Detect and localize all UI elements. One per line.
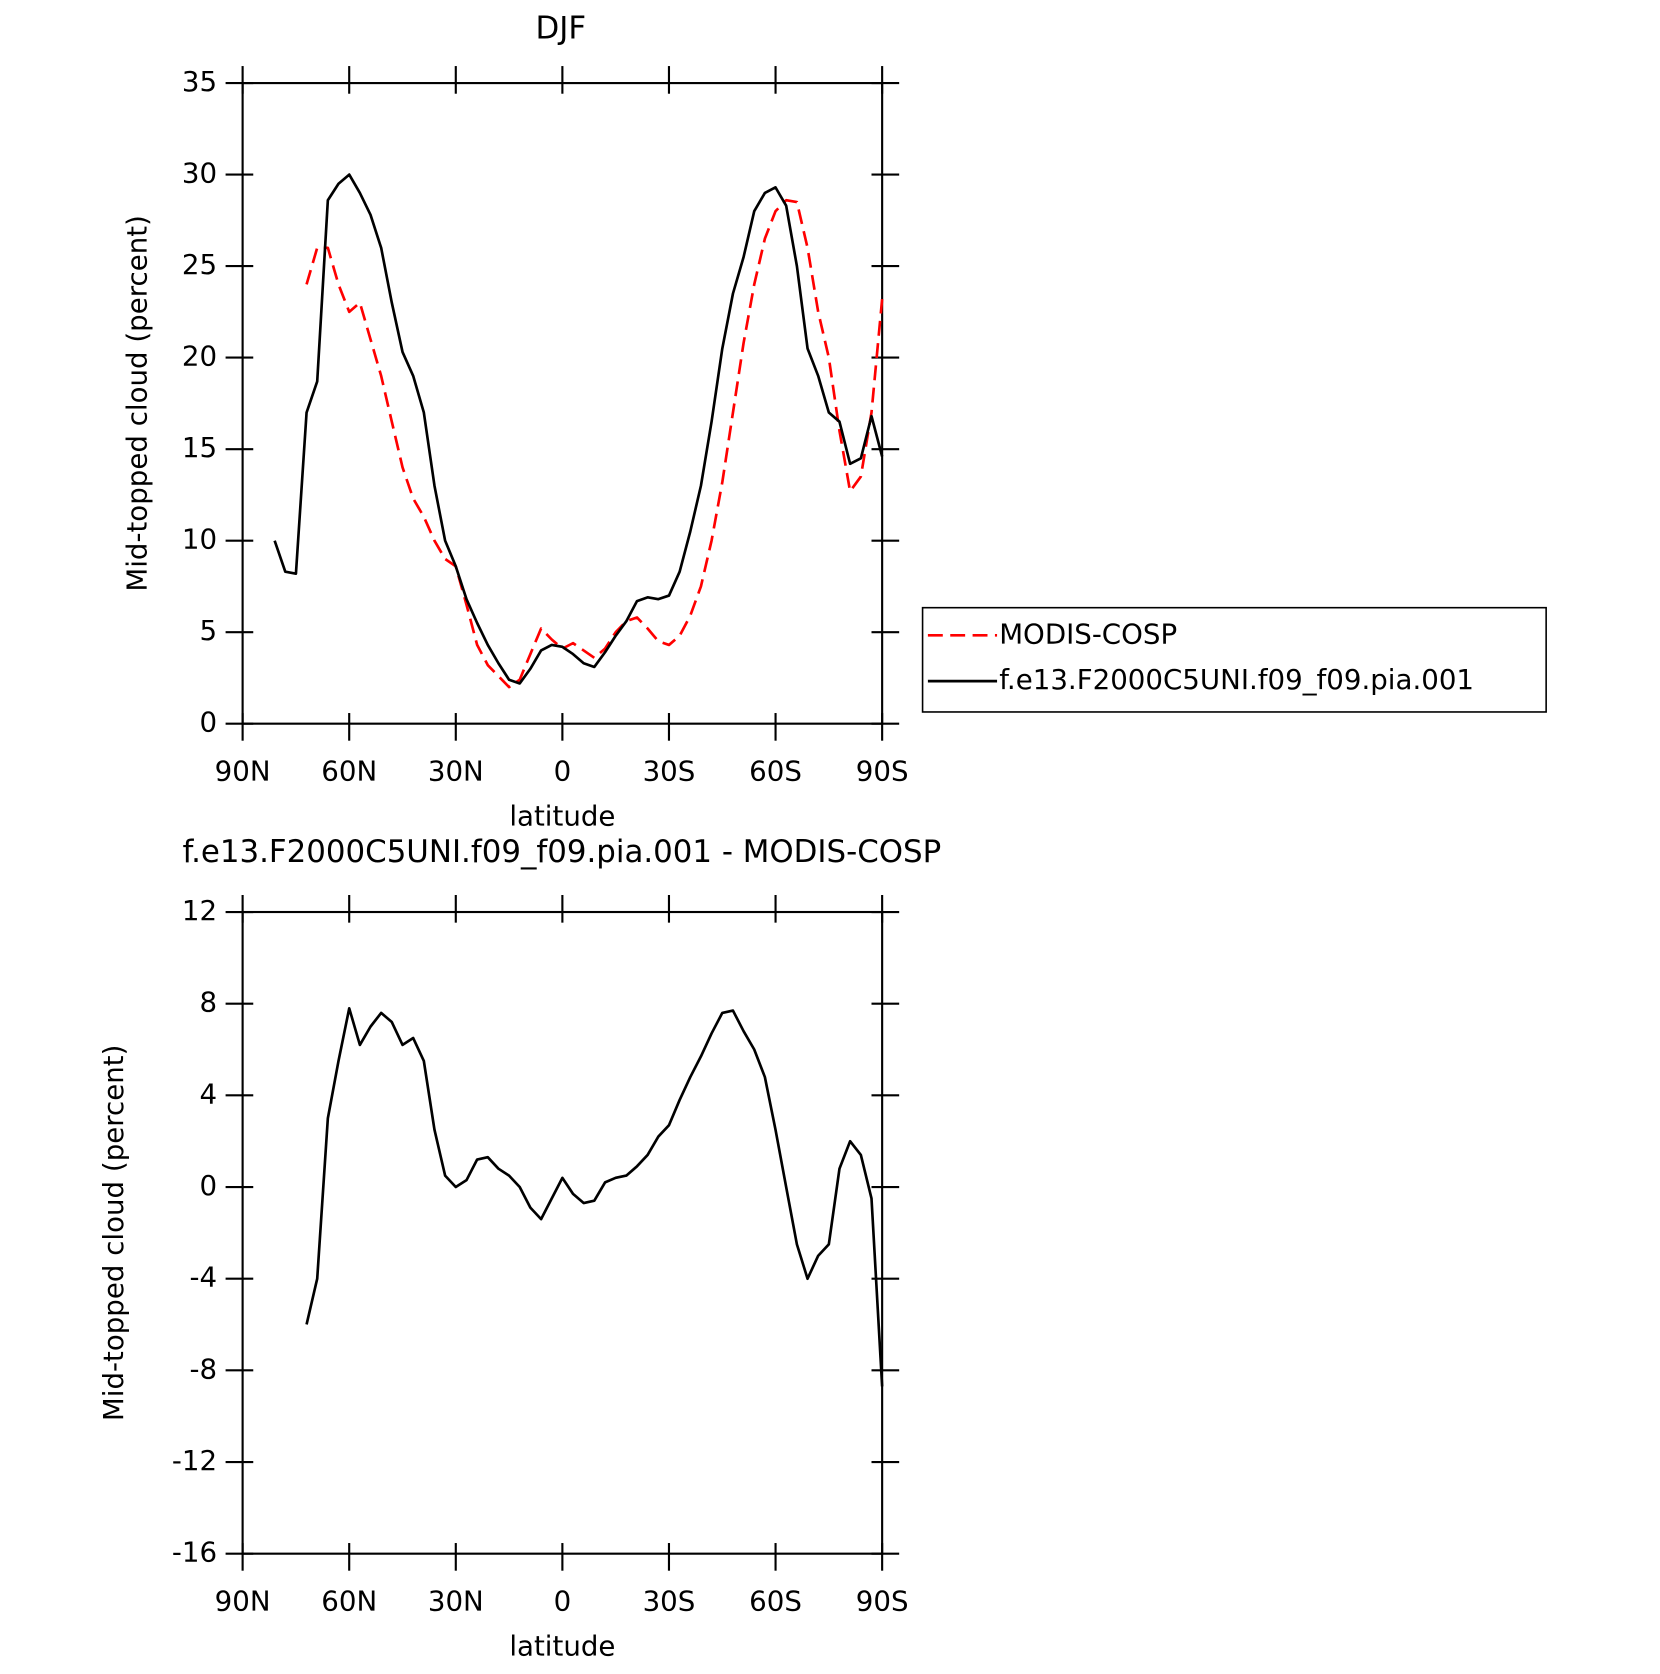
- y-tick-label: 30: [182, 157, 217, 190]
- x-tick-label: 30S: [643, 1585, 696, 1618]
- x-axis-label: latitude: [509, 1629, 615, 1662]
- y-tick-label: 25: [182, 248, 217, 281]
- y-tick-label: -16: [172, 1536, 217, 1569]
- chart-title: DJF: [535, 10, 586, 46]
- legend-box: [921, 606, 1547, 713]
- y-tick-label: 35: [182, 65, 217, 98]
- y-tick-label: 0: [199, 1169, 217, 1202]
- data-line: [305, 1006, 884, 1387]
- x-tick-label: 60S: [749, 1585, 802, 1618]
- y-tick-label: -8: [189, 1352, 217, 1385]
- y-tick-label: 0: [199, 706, 217, 739]
- x-tick-label: 30S: [643, 755, 696, 788]
- y-tick-label: -12: [172, 1444, 217, 1477]
- x-tick-label: 60N: [321, 755, 377, 788]
- y-tick-label: 15: [182, 431, 217, 464]
- x-tick-label: 90S: [856, 755, 909, 788]
- y-tick-label: 20: [182, 340, 217, 373]
- y-tick-label: 12: [182, 894, 217, 927]
- legend-label: f.e13.F2000C5UNI.f09_f09.pia.001: [999, 663, 1474, 696]
- x-tick-label: 30N: [428, 1585, 484, 1618]
- legend-label: MODIS-COSP: [999, 617, 1177, 650]
- x-tick-label: 60N: [321, 1585, 377, 1618]
- x-tick-label: 90N: [215, 755, 271, 788]
- chart-title: f.e13.F2000C5UNI.f09_f09.pia.001 - MODIS…: [182, 834, 941, 870]
- x-tick-label: 30N: [428, 755, 484, 788]
- y-tick-label: 5: [199, 614, 217, 647]
- data-line: [305, 198, 884, 689]
- x-tick-label: 0: [554, 755, 572, 788]
- x-tick-label: 90N: [215, 1585, 271, 1618]
- x-tick-label: 0: [554, 1585, 572, 1618]
- plot-frame: [241, 82, 884, 725]
- x-tick-label: 90S: [856, 1585, 909, 1618]
- y-tick-label: 4: [199, 1077, 217, 1110]
- x-axis-label: latitude: [509, 799, 615, 832]
- y-axis-label: Mid-topped cloud (percent): [97, 1045, 130, 1422]
- y-axis-label: Mid-topped cloud (percent): [120, 215, 153, 592]
- y-tick-label: 10: [182, 523, 217, 556]
- y-tick-label: -4: [189, 1261, 217, 1294]
- y-tick-label: 8: [199, 986, 217, 1019]
- plot-frame: [241, 910, 884, 1555]
- x-tick-label: 60S: [749, 755, 802, 788]
- data-line: [273, 173, 884, 685]
